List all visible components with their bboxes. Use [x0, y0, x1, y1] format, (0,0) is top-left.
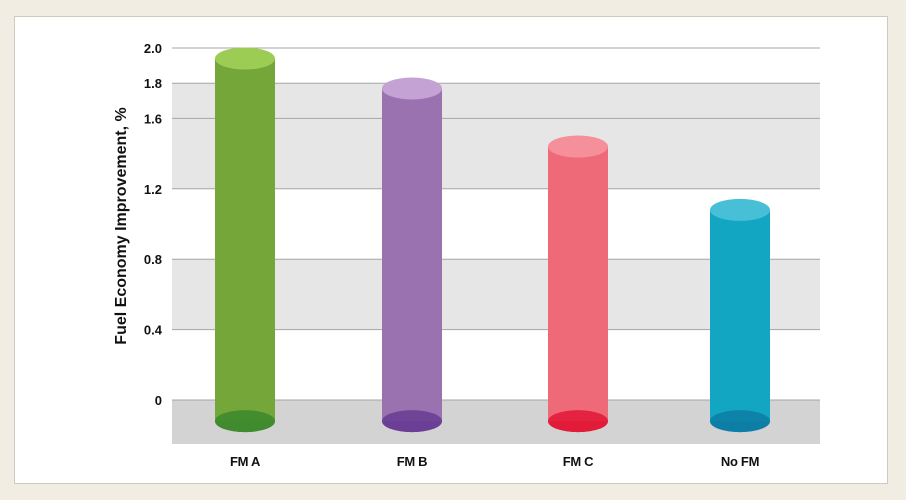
bar-base-ellipse: [710, 410, 770, 433]
bar-fm-a: [215, 47, 275, 433]
y-tick-label-0: 0: [155, 393, 162, 408]
band-2: [172, 118, 820, 189]
bar-body: [710, 209, 770, 422]
bar-fm-b: [382, 77, 442, 433]
band-3: [172, 83, 820, 119]
bar-body: [548, 146, 608, 422]
x-category-label-2: FM C: [563, 454, 594, 469]
bar-top-cap: [548, 135, 608, 158]
bars: [215, 47, 770, 433]
bar-base-ellipse: [548, 410, 608, 433]
y-tick-label-2: 0.8: [144, 252, 162, 267]
y-axis-label: Fuel Economy Improvement, %: [113, 107, 130, 344]
y-tick-label-3: 1.2: [144, 182, 162, 197]
y-tick-label-1: 0.4: [144, 323, 163, 338]
bar-top-cap: [215, 47, 275, 70]
bar-base-ellipse: [215, 410, 275, 433]
bar-top-cap: [382, 77, 442, 100]
x-category-label-1: FM B: [397, 454, 428, 469]
y-tick-label-4: 1.6: [144, 111, 162, 126]
bar-fm-c: [548, 135, 608, 433]
bar-top-cap: [710, 198, 770, 221]
y-tick-label-6: 2.0: [144, 41, 162, 56]
x-category-label-0: FM A: [230, 454, 261, 469]
x-category-labels: FM A FM B FM C No FM: [230, 454, 759, 469]
bar-base-ellipse: [382, 410, 442, 433]
bar-no-fm: [710, 198, 770, 433]
bar-body: [382, 88, 442, 422]
x-category-label-3: No FM: [721, 454, 759, 469]
bar-body: [215, 58, 275, 422]
y-tick-labels: 0 0.4 0.8 1.2 1.6 1.8 2.0: [144, 41, 163, 408]
y-tick-label-5: 1.8: [144, 76, 162, 91]
